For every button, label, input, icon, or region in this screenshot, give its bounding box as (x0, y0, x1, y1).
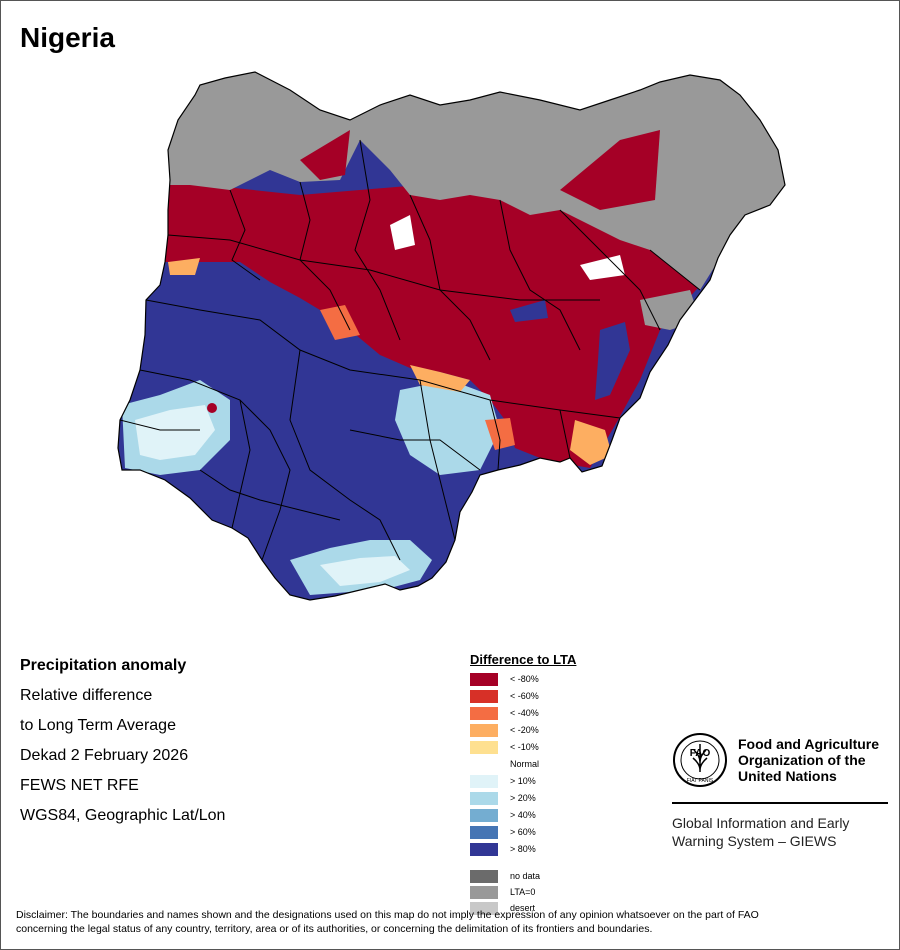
legend-label: < -40% (510, 708, 539, 718)
legend-title: Difference to LTA (470, 652, 577, 667)
legend-item-extra: no data (470, 869, 540, 883)
fao-name-line1: Food and Agriculture (738, 736, 880, 752)
legend-item: > 80% (470, 842, 536, 856)
info-line1: Relative difference (20, 687, 153, 704)
info-projection: WGS84, Geographic Lat/Lon (20, 807, 226, 824)
giews-line2: Warning System – GIEWS (672, 833, 837, 849)
legend-label: > 60% (510, 827, 536, 837)
fao-name-line3: United Nations (738, 768, 837, 784)
fao-logo-icon: FAO FIAT PANIS (673, 733, 727, 787)
legend-label: Normal (510, 759, 540, 769)
map-info: Precipitation anomaly Relative differenc… (20, 656, 225, 836)
legend-swatch (470, 723, 498, 737)
legend-swatch (470, 901, 498, 915)
legend-swatch (470, 706, 498, 720)
state-boundaries (117, 71, 786, 601)
legend-swatch (470, 774, 498, 788)
anomaly-layer (118, 72, 785, 600)
legend-label: < -20% (510, 725, 539, 735)
legend-item: > 20% (470, 791, 536, 805)
disclaimer-line1: Disclaimer: The boundaries and names sho… (16, 909, 759, 921)
fao-divider (672, 802, 888, 804)
legend-swatch (470, 808, 498, 822)
nigeria-map (117, 71, 786, 601)
legend-swatch (470, 885, 498, 899)
legend-swatch (470, 672, 498, 686)
legend-item: > 60% (470, 825, 536, 839)
fao-motto: FIAT PANIS (687, 778, 714, 784)
legend-item-extra: desert (470, 901, 535, 915)
legend-label: > 20% (510, 793, 536, 803)
legend-item-extra: LTA=0 (470, 885, 535, 899)
info-line2: to Long Term Average (20, 717, 176, 734)
info-dekad: Dekad 2 February 2026 (20, 747, 189, 764)
legend: Difference to LTA < -80% < -60% < -40% <… (470, 652, 577, 915)
legend-label: > 80% (510, 844, 536, 854)
legend-swatch (470, 791, 498, 805)
legend-label: LTA=0 (510, 887, 536, 897)
info-source: FEWS NET RFE (20, 777, 139, 794)
legend-label: > 10% (510, 776, 536, 786)
legend-swatch (470, 740, 498, 754)
fao-name: Food and Agriculture Organization of the… (738, 736, 879, 784)
giews-name: Global Information and Early Warning Sys… (672, 814, 849, 850)
legend-label: no data (510, 871, 541, 881)
legend-swatch (470, 869, 498, 883)
legend-label: > 40% (510, 810, 536, 820)
legend-item: < -40% (470, 706, 539, 720)
legend-item: < -20% (470, 723, 539, 737)
legend-label: < -60% (510, 691, 539, 701)
legend-label: < -10% (510, 742, 539, 752)
legend-item: < -80% (470, 672, 539, 686)
legend-item: > 10% (470, 774, 536, 788)
legend-item: Normal (470, 757, 539, 771)
disclaimer-line2: concerning the legal status of any count… (16, 923, 653, 935)
legend-item: > 40% (470, 808, 536, 822)
legend-label: < -80% (510, 674, 539, 684)
legend-label: desert (510, 903, 536, 913)
fao-logo-text: FAO (690, 748, 711, 759)
fao-name-line2: Organization of the (738, 752, 866, 768)
disclaimer: Disclaimer: The boundaries and names sho… (16, 908, 886, 936)
legend-item: < -60% (470, 689, 539, 703)
legend-swatch (470, 825, 498, 839)
legend-swatch (470, 689, 498, 703)
legend-swatch (470, 757, 498, 771)
map-title: Nigeria (20, 22, 115, 53)
giews-line1: Global Information and Early (672, 815, 850, 831)
legend-swatch (470, 842, 498, 856)
info-heading: Precipitation anomaly (20, 657, 187, 674)
legend-item: < -10% (470, 740, 539, 754)
